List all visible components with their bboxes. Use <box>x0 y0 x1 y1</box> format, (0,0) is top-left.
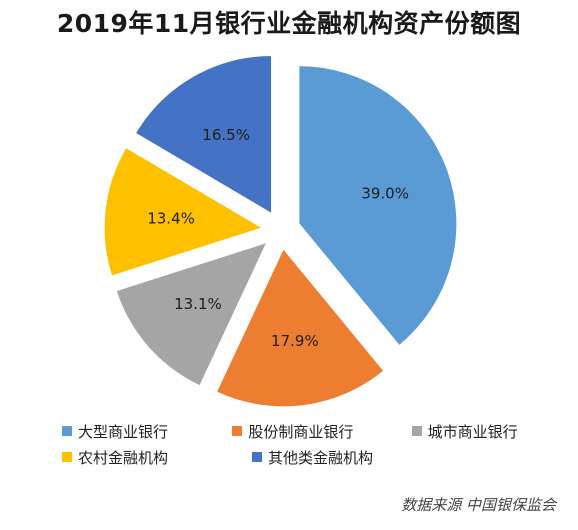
legend-swatch <box>252 452 262 462</box>
legend-label: 大型商业银行 <box>78 422 169 441</box>
legend-swatch <box>232 426 243 436</box>
pie-chart: 39.0% 17.9% 13.1% 13.4% 16.5% <box>103 55 458 408</box>
legend-swatch <box>62 452 72 462</box>
legend-swatch <box>62 426 72 436</box>
legend-label: 其他类金融机构 <box>268 448 374 467</box>
slice-data-label: 16.5% <box>202 126 250 144</box>
slice-data-label: 39.0% <box>361 185 409 203</box>
legend-item-joint-stock-banks: 股份制商业银行 <box>232 421 411 442</box>
legend-label: 城市商业银行 <box>427 422 518 441</box>
legend-item-city-banks: 城市商业银行 <box>411 421 578 442</box>
slice-large-banks <box>298 65 458 347</box>
slice-data-label: 17.9% <box>271 332 319 350</box>
slice-joint-stock-banks <box>215 247 385 408</box>
legend-label: 农村金融机构 <box>78 448 169 467</box>
chart-title: 2019年11月银行业金融机构资产份额图 <box>56 9 522 38</box>
legend-label: 股份制商业银行 <box>248 422 354 441</box>
legend-item-other-institutions: 其他类金融机构 <box>252 447 452 468</box>
legend-swatch <box>411 426 422 436</box>
slice-other-institutions <box>134 55 273 215</box>
legend-item-rural-institutions: 农村金融机构 <box>62 447 252 468</box>
legend-item-large-banks: 大型商业银行 <box>62 421 232 442</box>
legend: 大型商业银行 股份制商业银行 城市商业银行 农村金融机构 其他类金融机构 <box>62 418 578 470</box>
slice-city-banks <box>115 241 268 387</box>
slice-data-label: 13.1% <box>174 295 222 313</box>
data-source-note: 数据来源 中国银保监会 <box>401 496 556 514</box>
slice-data-label: 13.4% <box>147 210 195 228</box>
slice-rural-institutions <box>103 146 264 277</box>
